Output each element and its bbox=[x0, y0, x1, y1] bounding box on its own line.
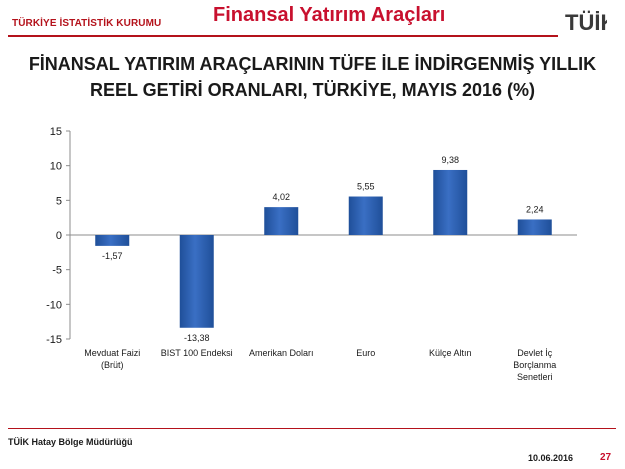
y-tick-label: 10 bbox=[50, 161, 62, 173]
y-tick-label: 5 bbox=[56, 195, 62, 207]
y-tick-label: 15 bbox=[50, 126, 62, 138]
footer-date: 10.06.2016 bbox=[528, 453, 574, 463]
data-label: -1,57 bbox=[102, 251, 123, 261]
bar bbox=[433, 169, 468, 235]
bar bbox=[179, 235, 214, 328]
footer-office: TÜİK Hatay Bölge Müdürlüğü bbox=[8, 437, 133, 447]
header-divider bbox=[8, 35, 558, 37]
data-label: 5,55 bbox=[357, 182, 375, 192]
x-category-label: Amerikan Doları bbox=[249, 348, 314, 358]
slide-title: Finansal Yatırım Araçları bbox=[213, 4, 446, 26]
data-label: 4,02 bbox=[272, 192, 290, 202]
bar bbox=[264, 207, 299, 235]
x-category-label: Euro bbox=[356, 348, 375, 358]
tuik-logo: TÜİK bbox=[565, 10, 607, 35]
data-label: 2,24 bbox=[526, 204, 544, 214]
page-number: 27 bbox=[600, 452, 612, 463]
y-tick-label: -10 bbox=[46, 299, 62, 311]
x-category-label: Borçlanma bbox=[513, 360, 556, 370]
y-tick-label: -5 bbox=[52, 265, 62, 277]
x-category-label: Devlet İç bbox=[517, 348, 553, 358]
data-label: -13,38 bbox=[184, 333, 210, 343]
x-category-label: Senetleri bbox=[517, 372, 553, 382]
bar bbox=[95, 235, 130, 246]
y-tick-label: -15 bbox=[46, 334, 62, 346]
x-category-label: Külçe Altın bbox=[429, 348, 472, 358]
chart-title-line-2: REEL GETİRİ ORANLARI, TÜRKİYE, MAYIS 201… bbox=[89, 80, 536, 100]
y-tick-label: 0 bbox=[56, 230, 62, 242]
footer-divider bbox=[8, 428, 616, 429]
x-category-label: BIST 100 Endeksi bbox=[161, 348, 233, 358]
tuik-logo-lettering: TÜİK bbox=[565, 10, 607, 35]
x-category-label: (Brüt) bbox=[101, 360, 124, 370]
bar bbox=[348, 196, 383, 235]
x-category-label: Mevduat Faizi bbox=[84, 348, 140, 358]
data-label: 9,38 bbox=[441, 155, 459, 165]
chart-title: FİNANSAL YATIRIM ARAÇLARININ TÜFE İLE İN… bbox=[20, 51, 605, 103]
bar bbox=[517, 219, 552, 235]
organization-name: TÜRKİYE İSTATİSTİK KURUMU bbox=[12, 18, 162, 29]
chart-title-line-1: FİNANSAL YATIRIM ARAÇLARININ TÜFE İLE İN… bbox=[28, 54, 597, 74]
